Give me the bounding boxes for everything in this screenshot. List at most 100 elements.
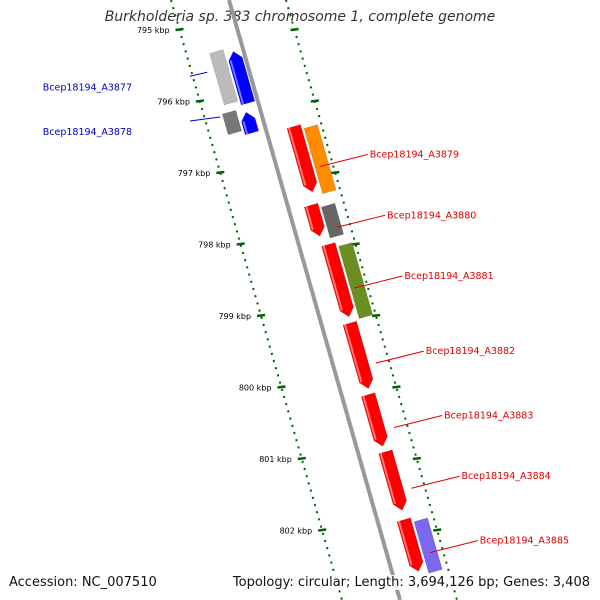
scale-dot-right — [328, 150, 331, 154]
scale-dot-right — [383, 345, 387, 348]
scale-dot-left — [176, 21, 179, 24]
gene-arrow-bcep18194-a3884[interactable] — [378, 449, 409, 512]
scale-dot-left — [188, 64, 191, 68]
gene-label-bcep18194-a3883[interactable]: Bcep18194_A3883 — [444, 410, 533, 421]
tick-label: 797 kbp — [178, 169, 211, 178]
scale-dot-right — [307, 78, 311, 82]
scale-dot-left — [289, 417, 292, 420]
scale-dot-left — [192, 78, 196, 82]
scale-dot-left — [209, 136, 212, 140]
scale-dot-left — [284, 402, 288, 406]
scale-dot-left — [325, 546, 329, 550]
scale-dot-left — [170, 0, 173, 3]
scale-dot-right — [297, 42, 300, 46]
scale-dot-left — [278, 381, 282, 384]
major-tick-left — [236, 242, 245, 246]
tick-label: 801 kbp — [259, 455, 292, 464]
scale-dot-right — [295, 35, 298, 39]
gene-arrow-bcep18194-a3879[interactable] — [286, 124, 319, 194]
scale-dot-right — [393, 381, 397, 384]
scale-dot-right — [344, 208, 348, 212]
label-leader — [189, 116, 221, 122]
scale-dot-left — [194, 86, 198, 89]
scale-dot-right — [326, 143, 329, 147]
scale-dot-left — [243, 258, 247, 262]
scale-dot-left — [297, 446, 300, 449]
scale-dot-left — [258, 309, 261, 312]
scale-dot-left — [293, 431, 296, 435]
label-leader — [429, 540, 478, 554]
gene-label-bcep18194-a3879[interactable]: Bcep18194_A3879 — [370, 149, 459, 160]
gene-label-bcep18194-a3881[interactable]: Bcep18194_A3881 — [404, 271, 493, 282]
gene-arrow-bcep18194-a3885[interactable] — [396, 517, 425, 573]
label-leader — [336, 214, 386, 228]
scale-dot-right — [397, 395, 401, 399]
scale-dot-right — [367, 287, 370, 291]
scale-dot-left — [262, 323, 265, 327]
major-tick-right — [433, 528, 442, 532]
gene-arrow-bcep18194-a3883[interactable] — [361, 392, 389, 448]
gene-label-bcep18194-a3884[interactable]: Bcep18194_A3884 — [461, 471, 550, 482]
scale-dot-left — [252, 287, 255, 291]
scale-dot-right — [340, 194, 343, 197]
scale-dot-left — [235, 230, 239, 233]
gene-class-box — [413, 517, 443, 574]
scale-dot-left — [330, 561, 333, 564]
scale-dot-right — [381, 338, 384, 341]
scale-dot-right — [414, 453, 417, 456]
gene-label-bcep18194-a3885[interactable]: Bcep18194_A3885 — [480, 536, 569, 547]
tick-label: 798 kbp — [198, 241, 231, 250]
scale-dot-right — [440, 546, 444, 550]
scale-dot-right — [436, 532, 440, 536]
scale-dot-left — [301, 460, 304, 464]
scale-dot-left — [282, 395, 286, 399]
scale-dot-right — [315, 107, 319, 111]
label-leader — [189, 71, 208, 77]
tick-marks: 795 kbp 796 kbp 797 kbp 798 kbp 799 kbp 800 k… — [137, 0, 458, 600]
scale-dot-right — [406, 424, 409, 428]
scale-dot-left — [287, 410, 290, 413]
gene-arrow-bcep18194-a3880[interactable] — [304, 202, 326, 238]
gene-label-bcep18194-a3877[interactable]: Bcep18194_A3877 — [43, 82, 132, 93]
scale-dot-right — [418, 467, 421, 471]
scale-dot-right — [395, 388, 399, 392]
scale-dot-right — [389, 366, 393, 370]
scale-dot-left — [202, 114, 206, 118]
scale-dot-right — [358, 258, 362, 262]
scale-dot-left — [315, 510, 319, 514]
scale-dot-left — [313, 503, 317, 507]
major-tick-right — [371, 313, 381, 318]
major-tick-left — [297, 456, 306, 461]
gene-arrow-bcep18194-a3877[interactable] — [227, 50, 256, 106]
scale-dot-left — [332, 568, 335, 572]
major-tick-left — [175, 27, 184, 32]
scale-dot-right — [402, 410, 405, 413]
scale-dot-right — [301, 57, 304, 60]
scale-dot-left — [274, 366, 278, 370]
gene-label-bcep18194-a3878[interactable]: Bcep18194_A3878 — [43, 127, 132, 138]
scale-dot-left — [186, 57, 189, 60]
gene-features — [209, 49, 443, 574]
major-tick-left — [277, 385, 286, 389]
scale-dot-right — [404, 417, 407, 420]
scale-dot-right — [391, 374, 395, 377]
scale-dot-right — [287, 6, 290, 10]
accession-text: Accession: NC_007510 — [9, 575, 157, 590]
scale-dot-left — [248, 273, 251, 276]
gene-label-bcep18194-a3882[interactable]: Bcep18194_A3882 — [426, 346, 515, 357]
scale-dot-left — [190, 71, 194, 75]
gene-labels: Bcep18194_A3877 Bcep18194_A3878 Bcep18194_… — [43, 71, 569, 554]
scale-dot-left — [295, 438, 298, 442]
scale-dot-left — [321, 532, 325, 536]
tick-label: 800 kbp — [239, 384, 272, 393]
gene-class-box — [221, 109, 242, 136]
gene-label-bcep18194-a3880[interactable]: Bcep18194_A3880 — [387, 210, 476, 221]
scale-dot-left — [260, 316, 263, 320]
gene-arrow-bcep18194-a3878[interactable] — [239, 110, 259, 136]
scale-dot-left — [250, 280, 253, 284]
label-leader — [411, 475, 460, 489]
scale-dot-left — [254, 294, 257, 298]
gene-arrow-bcep18194-a3881[interactable] — [321, 242, 356, 319]
gene-arrow-bcep18194-a3882[interactable] — [342, 320, 375, 390]
scale-dot-left — [241, 251, 245, 255]
